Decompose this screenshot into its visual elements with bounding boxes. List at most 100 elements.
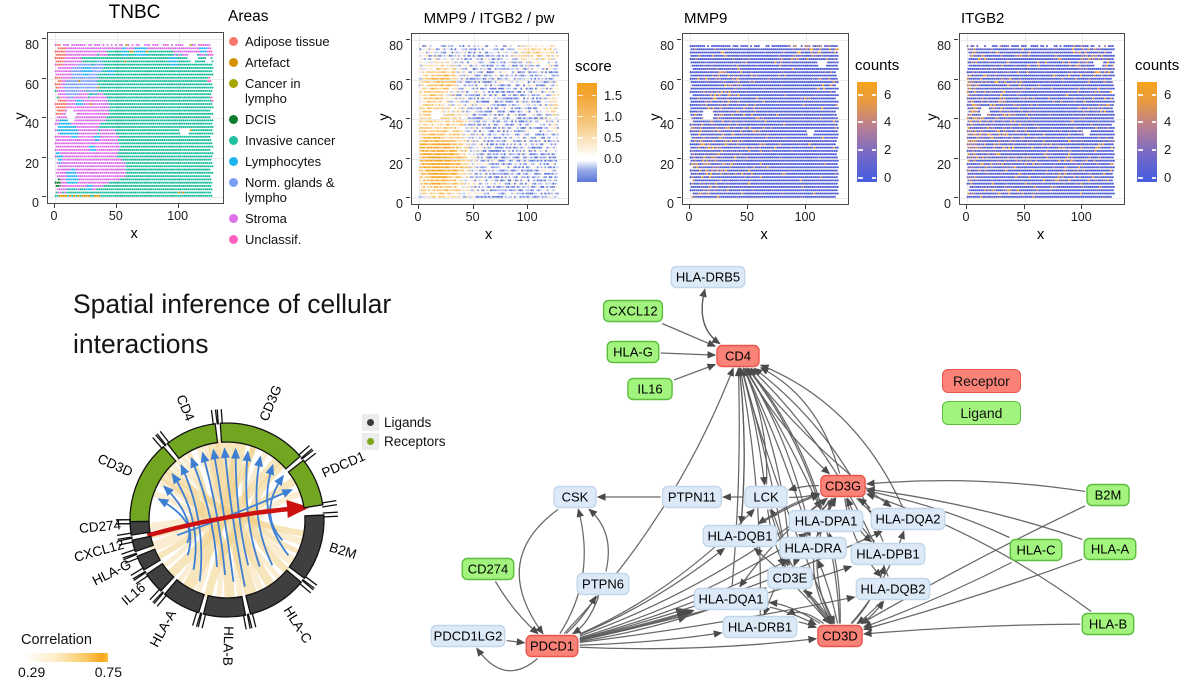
edge-HLA-DRB5-CD4 (701, 289, 721, 345)
y-tick-label: 20 (660, 157, 674, 172)
network-node-label-HLA-DRB5: HLA-DRB5 (676, 270, 740, 285)
chord-label-B2M: B2M (327, 540, 358, 562)
x-tick-mark (527, 205, 529, 209)
network-node-label-HLA-DQB1: HLA-DQB1 (707, 529, 772, 544)
y-tick-label: 80 (660, 39, 674, 53)
edge-CD3G-CD4 (759, 367, 841, 474)
chord-sector-B2M (288, 514, 325, 580)
chord-blue-arrow (200, 451, 226, 576)
x-tick-label: 50 (1016, 210, 1031, 224)
edge-CD3G-HLA-DQB2 (844, 498, 882, 578)
x-tick-label: 0 (414, 210, 422, 224)
x-tick-label: 100 (516, 210, 538, 224)
network-node-HLA-DRA (779, 536, 847, 560)
network-node-label-PTPN6: PTPN6 (582, 577, 624, 592)
y-tick-label: 20 (389, 157, 403, 172)
chord-sector-tick (216, 409, 219, 425)
y-tick-mark (954, 157, 958, 159)
x-tick-mark (472, 205, 474, 209)
network-node-CD3E (767, 566, 813, 590)
chord-label-IL16: IL16 (119, 580, 149, 608)
legend-color-dot (229, 136, 238, 145)
chord-sector-CD3G (219, 422, 302, 470)
legend-item-label: Artefact (245, 55, 290, 70)
colorbar-title: counts (855, 57, 900, 74)
legend-key (362, 414, 379, 431)
edge-HLA-B-CD3D (862, 623, 1081, 638)
chord-sector-tick (124, 557, 139, 565)
colorbar-tick-label: 2 (884, 142, 892, 157)
chord-sector-tick (210, 409, 214, 426)
chord-ribbon (165, 467, 306, 537)
colorbar-tick-dash (858, 94, 863, 96)
network-node-HLA-DQB2 (855, 577, 931, 601)
panel-title-pw: MMP9 / ITGB2 / pw (423, 10, 555, 27)
x-tick-mark (1023, 205, 1025, 209)
itgb2-plot (959, 33, 1125, 205)
y-tick-mark (42, 38, 46, 39)
chord-sector-tick (153, 591, 165, 605)
x-tick-mark (115, 204, 117, 208)
areas-legend-item-6: Norm. glands & lympho (228, 175, 344, 205)
y-axis-label: y (647, 113, 664, 121)
network-node-HLA-DQA2 (870, 507, 946, 531)
legend-item-label: Norm. glands & lympho (245, 175, 335, 205)
edge-HLA-B-CD3G (865, 492, 1092, 613)
chord-ribbon (216, 439, 305, 545)
colorbar-tick-dash (1151, 121, 1156, 123)
chord-sector-tick (302, 578, 315, 589)
colorbar-tick-dash (858, 149, 863, 151)
x-tick-mark (54, 204, 55, 208)
network-node-HLA-DQA1 (693, 587, 769, 611)
colorbar-tick-label: 1.0 (604, 108, 623, 124)
network-node-HLA-DRB5 (670, 265, 746, 289)
network-node-PDCD1 (525, 634, 579, 658)
colorbar-tick-dash (1138, 177, 1143, 179)
network-node-IL16 (627, 377, 673, 401)
edge-PDCD1-CD3D (579, 635, 818, 650)
network-node-HLA-B (1081, 612, 1135, 636)
colorbar-tick-label: 4 (884, 114, 892, 129)
areas-legend-title: Areas (228, 8, 269, 25)
chord-blue-arrow (171, 472, 197, 570)
legend-dot (367, 419, 374, 426)
chord-sector-tick (304, 575, 318, 586)
chord-sector-tick (322, 515, 338, 518)
chord-sector-tick (152, 437, 163, 450)
legend-item-label: Invasive cancer (245, 133, 336, 148)
colorbar-tick-label: 0.0 (604, 151, 623, 167)
bottom-title: Spatial inference of cellular interactio… (73, 284, 391, 364)
areas-legend-item-3: DCIS (228, 112, 344, 127)
chord-sector-tick (149, 588, 161, 601)
y-tick-label: 60 (937, 78, 951, 93)
areas-legend: Areas Adipose tissue Artefact Cancer in ly… (228, 8, 344, 253)
x-tick-mark (747, 205, 748, 209)
chord-sector-tick (130, 567, 145, 577)
bottom-title-line1: Spatial inference of cellular (73, 289, 392, 319)
y-tick-mark (42, 117, 46, 118)
y-tick-mark (954, 118, 958, 119)
edge-CD274-PDCD1 (494, 581, 539, 635)
chord-sector-tick (152, 591, 164, 603)
chord-sector-tick (220, 409, 223, 425)
network-node-LCK (744, 485, 788, 509)
network-node-HLA-DPB1 (850, 542, 926, 566)
edge-PDCD1-PDCD1LG2 (476, 647, 538, 672)
chord-sector-tick (155, 434, 167, 447)
chord-label-HLA-C: HLA-C (281, 604, 315, 647)
chord-sector-tick (195, 612, 202, 627)
legend-color-dot (229, 115, 238, 124)
legend-color-dot (229, 214, 238, 223)
y-tick-label: 20 (937, 157, 951, 172)
y-tick-label: 0 (396, 197, 403, 211)
chord-sector-HLA-G (136, 548, 162, 571)
areas-legend-item-8: Unclassif. (228, 232, 344, 247)
network-node-label-HLA-DQB2: HLA-DQB2 (860, 582, 925, 597)
y-tick-label: 60 (660, 78, 674, 93)
x-tick-label: 50 (465, 210, 480, 224)
colorbar-tick-label: 2 (1164, 142, 1172, 157)
chord-ribbon (158, 470, 235, 602)
edge-CD4-CD3G (744, 368, 831, 475)
x-tick-label: 50 (740, 210, 754, 224)
